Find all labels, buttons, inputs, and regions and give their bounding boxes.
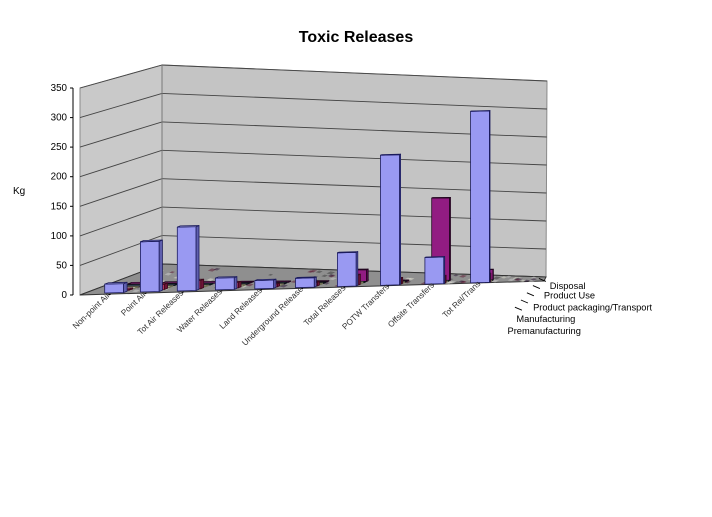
svg-text:100: 100 [51, 231, 68, 242]
svg-text:150: 150 [51, 201, 68, 212]
svg-text:POTW Transfers: POTW Transfers [340, 281, 391, 331]
svg-text:Product Use: Product Use [544, 291, 595, 301]
svg-text:Non-point Air: Non-point Air [70, 290, 112, 331]
svg-text:300: 300 [51, 113, 68, 124]
svg-text:Total Releases: Total Releases [301, 283, 347, 328]
svg-text:Premanufacturing: Premanufacturing [508, 326, 581, 336]
svg-text:Tot Rel/Trans: Tot Rel/Trans [440, 278, 482, 319]
svg-text:250: 250 [51, 142, 68, 153]
svg-text:350: 350 [51, 83, 68, 94]
svg-text:200: 200 [51, 172, 68, 183]
svg-text:Offsite Transfers: Offsite Transfers [386, 280, 437, 329]
svg-text:50: 50 [56, 260, 67, 271]
svg-text:Product packaging/Transport: Product packaging/Transport [533, 303, 652, 313]
svg-text:Disposal: Disposal [550, 281, 586, 291]
svg-text:Manufacturing: Manufacturing [516, 314, 575, 324]
svg-text:0: 0 [62, 290, 68, 301]
